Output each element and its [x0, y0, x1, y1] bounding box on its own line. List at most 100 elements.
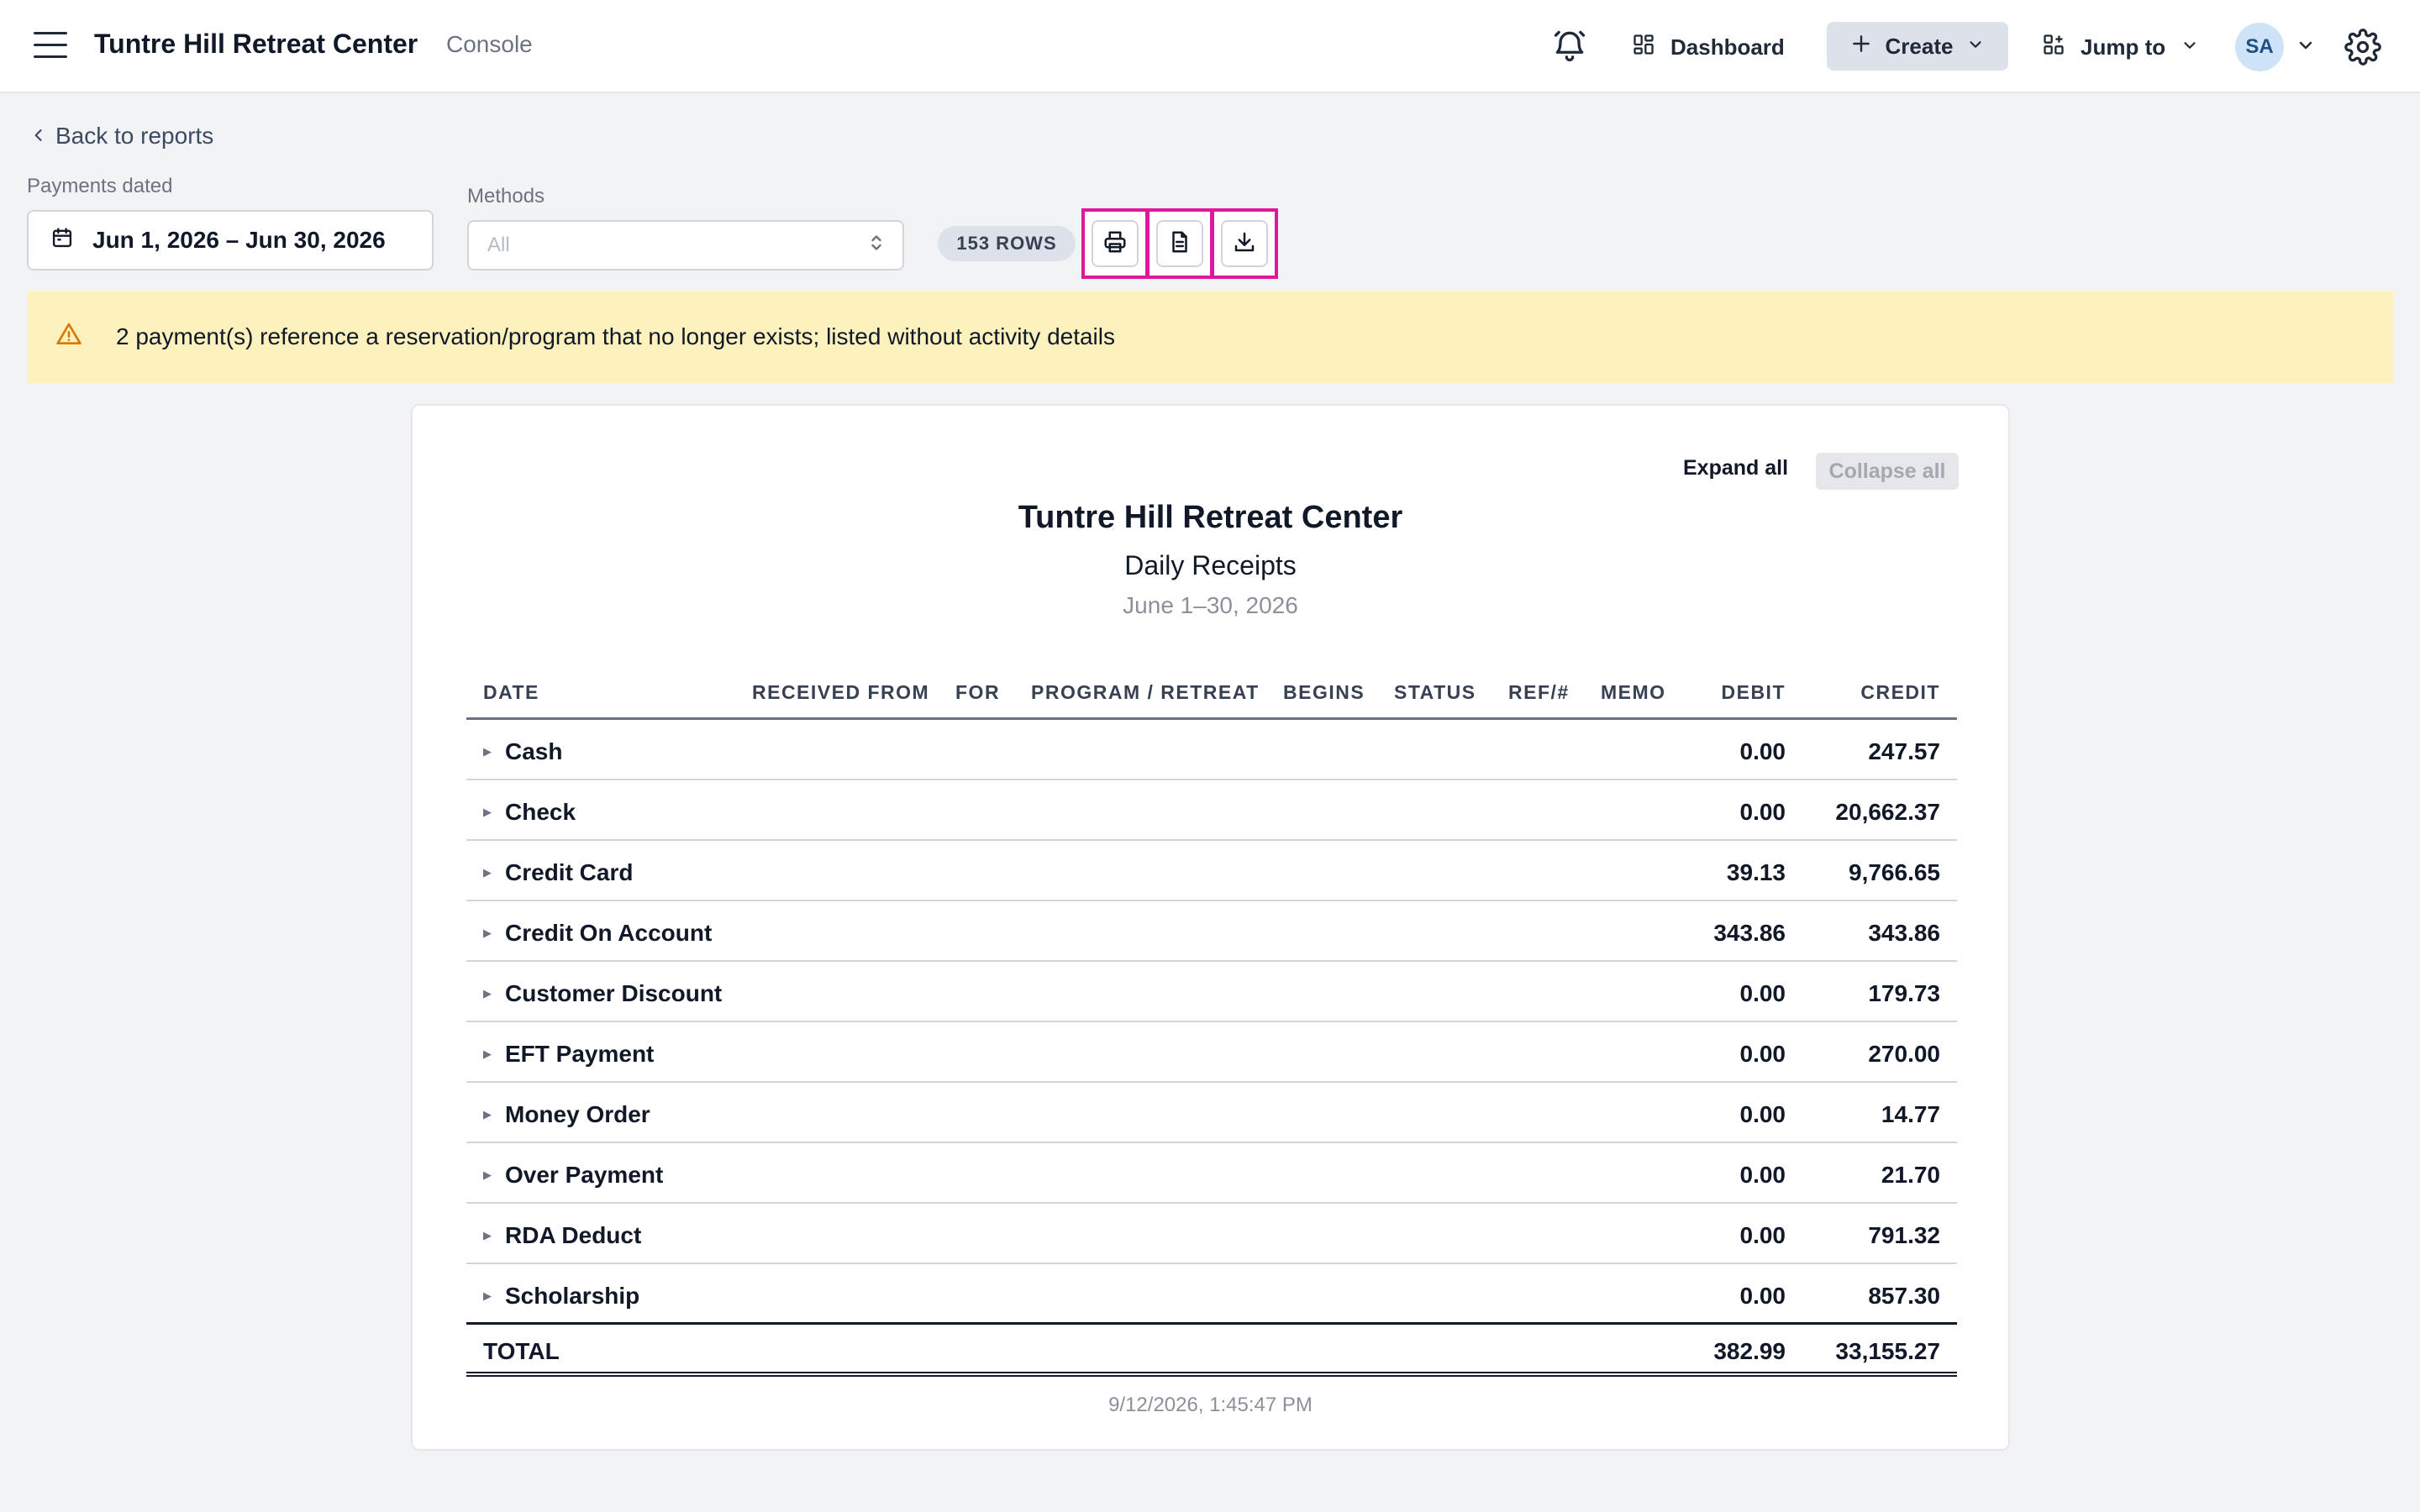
caret-right-icon[interactable]: ▶ — [483, 1047, 492, 1060]
back-label: Back to reports — [55, 123, 214, 149]
row-debit: 0.00 — [1739, 1041, 1786, 1067]
dashboard-label: Dashboard — [1670, 34, 1785, 60]
expand-all-button[interactable]: Expand all — [1683, 456, 1789, 480]
table-row-rda-deduct[interactable]: ▶ RDA Deduct 0.00 791.32 — [466, 1204, 1957, 1264]
back-to-reports-link[interactable]: Back to reports — [30, 123, 213, 150]
avatar[interactable]: SA — [2235, 23, 2284, 71]
gear-icon[interactable] — [2344, 29, 2381, 66]
warning-text: 2 payment(s) reference a reservation/pro… — [116, 323, 1116, 349]
row-credit: 270.00 — [1868, 1041, 1940, 1067]
row-method-name: Cash — [505, 738, 563, 764]
row-debit: 0.00 — [1739, 1283, 1786, 1309]
caret-right-icon[interactable]: ▶ — [483, 927, 492, 939]
create-label: Create — [1885, 33, 1954, 59]
table-row-cash[interactable]: ▶ Cash 0.00 247.57 — [466, 720, 1957, 780]
row-method-name: Money Order — [505, 1101, 650, 1127]
row-debit: 343.86 — [1713, 920, 1786, 946]
row-credit: 343.86 — [1868, 920, 1940, 946]
date-range-picker[interactable]: Jun 1, 2026 – Jun 30, 2026 — [27, 210, 434, 270]
jump-to-menu[interactable]: Jump to — [2042, 29, 2199, 66]
row-credit: 20,662.37 — [1835, 799, 1940, 825]
warning-triangle-icon — [55, 321, 82, 354]
methods-select[interactable]: All — [467, 220, 904, 270]
methods-label: Methods — [467, 185, 545, 207]
hamburger-menu-icon[interactable] — [34, 32, 67, 60]
generated-timestamp: 9/12/2026, 1:45:47 PM — [1108, 1394, 1313, 1416]
create-button[interactable]: Create — [1827, 22, 2008, 71]
row-method-name: Credit On Account — [505, 920, 713, 946]
app-subtitle: Console — [446, 31, 533, 57]
row-debit: 0.00 — [1739, 738, 1786, 764]
methods-value: All — [487, 234, 510, 256]
row-debit: 0.00 — [1739, 1222, 1786, 1248]
row-debit: 0.00 — [1739, 1101, 1786, 1127]
caret-right-icon[interactable]: ▶ — [483, 1108, 492, 1121]
app-title: Tuntre Hill Retreat Center — [94, 29, 418, 59]
dashboard-link[interactable]: Dashboard — [1632, 29, 1785, 66]
table-row-customer-discount[interactable]: ▶ Customer Discount 0.00 179.73 — [466, 962, 1957, 1022]
row-credit: 21.70 — [1881, 1162, 1940, 1188]
row-debit: 39.13 — [1726, 859, 1786, 885]
row-method-name: Scholarship — [505, 1283, 640, 1309]
download-button[interactable] — [1211, 208, 1278, 279]
report-date-range: June 1–30, 2026 — [1123, 592, 1298, 618]
row-credit: 14.77 — [1881, 1101, 1940, 1127]
column-header-received-from: RECEIVED FROM — [752, 681, 930, 703]
row-credit: 179.73 — [1868, 980, 1940, 1006]
caret-right-icon[interactable]: ▶ — [483, 745, 492, 758]
print-button[interactable] — [1081, 208, 1149, 279]
total-credit: 33,155.27 — [1835, 1338, 1940, 1364]
document-icon — [1167, 229, 1192, 259]
table-row-over-payment[interactable]: ▶ Over Payment 0.00 21.70 — [466, 1143, 1957, 1204]
row-credit: 247.57 — [1868, 738, 1940, 764]
table-row-credit-card[interactable]: ▶ Credit Card 39.13 9,766.65 — [466, 841, 1957, 901]
table-row-eft-payment[interactable]: ▶ EFT Payment 0.00 270.00 — [466, 1022, 1957, 1083]
calendar-icon — [50, 226, 74, 255]
row-count-badge: 153 ROWS — [938, 226, 1076, 261]
chevron-down-icon[interactable] — [2296, 35, 2316, 55]
row-credit: 857.30 — [1868, 1283, 1940, 1309]
column-header-program-retreat: PROGRAM / RETREAT — [1031, 681, 1260, 703]
table-header: DATE RECEIVED FROM FOR PROGRAM / RETREAT… — [466, 659, 1957, 720]
dashboard-icon — [1632, 33, 1655, 62]
caret-right-icon[interactable]: ▶ — [483, 1168, 492, 1181]
row-method-name: RDA Deduct — [505, 1222, 642, 1248]
plus-icon — [1850, 33, 1872, 60]
report-title: Tuntre Hill Retreat Center — [1018, 500, 1403, 535]
column-header-begins: BEGINS — [1283, 681, 1365, 703]
caret-right-icon[interactable]: ▶ — [483, 866, 492, 879]
printer-icon — [1102, 229, 1128, 259]
table-row-scholarship[interactable]: ▶ Scholarship 0.00 857.30 — [466, 1264, 1957, 1325]
row-debit: 0.00 — [1739, 980, 1786, 1006]
total-debit: 382.99 — [1713, 1338, 1786, 1364]
warning-banner: 2 payment(s) reference a reservation/pro… — [27, 291, 2393, 383]
table-row-credit-on-account[interactable]: ▶ Credit On Account 343.86 343.86 — [466, 901, 1957, 962]
row-method-name: Customer Discount — [505, 980, 723, 1006]
row-method-name: Check — [505, 799, 576, 825]
collapse-all-button[interactable]: Collapse all — [1816, 453, 1959, 490]
table-row-check[interactable]: ▶ Check 0.00 20,662.37 — [466, 780, 1957, 841]
bell-icon[interactable] — [1551, 27, 1588, 64]
report-subtitle: Daily Receipts — [1124, 550, 1297, 580]
column-header-credit: CREDIT — [1860, 681, 1940, 703]
row-credit: 9,766.65 — [1849, 859, 1940, 885]
caret-right-icon[interactable]: ▶ — [483, 987, 492, 1000]
column-header-ref: REF/# — [1508, 681, 1570, 703]
column-header-memo: MEMO — [1601, 681, 1666, 703]
report-card: Expand all Collapse all Tuntre Hill Retr… — [411, 404, 2010, 1451]
caret-right-icon[interactable]: ▶ — [483, 1289, 492, 1302]
row-method-name: EFT Payment — [505, 1041, 655, 1067]
column-header-date: DATE — [483, 681, 539, 703]
caret-right-icon[interactable]: ▶ — [483, 1229, 492, 1242]
chevron-left-icon — [30, 123, 47, 150]
column-header-status: STATUS — [1394, 681, 1476, 703]
document-button[interactable] — [1146, 208, 1213, 279]
column-header-for: FOR — [955, 681, 1001, 703]
payments-dated-label: Payments dated — [27, 175, 173, 197]
table-row-money-order[interactable]: ▶ Money Order 0.00 14.77 — [466, 1083, 1957, 1143]
column-header-debit: DEBIT — [1721, 681, 1786, 703]
chevron-down-icon — [2181, 34, 2199, 60]
date-range-value: Jun 1, 2026 – Jun 30, 2026 — [92, 227, 386, 253]
caret-right-icon[interactable]: ▶ — [483, 806, 492, 818]
row-credit: 791.32 — [1868, 1222, 1940, 1248]
